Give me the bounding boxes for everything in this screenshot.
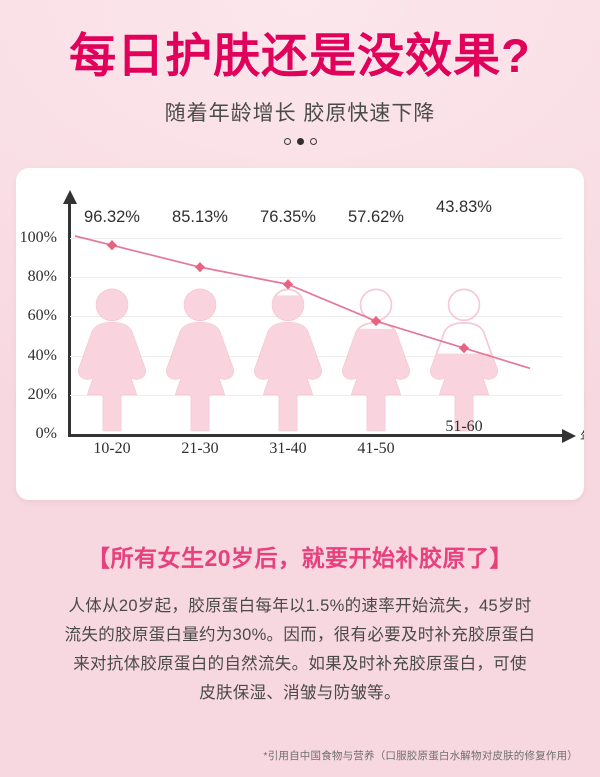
body-paragraph: 人体从20岁起，胶原蛋白每年以1.5%的速率开始流失，45岁时 流失的胶原蛋白量… — [0, 592, 600, 708]
paragraph-line: 皮肤保湿、消皱与防皱等。 — [199, 684, 401, 702]
woman-figure-bar — [421, 279, 507, 439]
x-axis-title: 年龄/岁 — [580, 426, 584, 445]
page-title: 每日护肤还是没效果? — [69, 29, 531, 82]
x-axis-tick-label: 10-20 — [93, 440, 131, 457]
y-axis-tick-label: 60% — [27, 307, 57, 325]
chart-plot-area: 100% 80% 60% 40% 20% 0% 96.32% 10-20 85.13% 21-30… — [16, 168, 584, 500]
carousel-dot-3[interactable] — [309, 138, 317, 146]
y-axis-tick-label: 40% — [27, 346, 57, 364]
y-axis-line — [68, 202, 71, 437]
x-axis-arrow-icon — [562, 428, 576, 443]
paragraph-line: 流失的胶原蛋白量约为30%。因而，很有必要及时补充胶原蛋白 — [64, 626, 536, 644]
data-value-label: 43.83% — [436, 198, 492, 216]
data-value-label: 85.13% — [172, 208, 228, 226]
woman-figure-bar — [333, 279, 419, 439]
y-axis-arrow-icon — [62, 190, 77, 204]
page-subtitle: 随着年龄增长 胶原快速下降 — [164, 102, 436, 125]
carousel-dot-1[interactable] — [283, 138, 291, 146]
source-footnote: *引用自中国食物与营养（口服胶原蛋白水解物对皮肤的修复作用） — [263, 750, 578, 762]
y-axis-tick-label: 80% — [27, 268, 57, 286]
carousel-dot-2[interactable] — [296, 138, 304, 146]
gridline — [70, 238, 562, 239]
section-headline: 【所有女生20岁后，就要开始补胶原了】 — [86, 545, 514, 571]
x-axis-line — [68, 434, 562, 437]
y-axis-tick-label: 0% — [35, 425, 57, 442]
paragraph-line: 人体从20岁起，胶原蛋白每年以1.5%的速率开始流失，45岁时 — [68, 597, 532, 615]
chart-card: 100% 80% 60% 40% 20% 0% 96.32% 10-20 85.13% 21-30… — [16, 168, 584, 500]
carousel-dots[interactable] — [0, 133, 600, 151]
data-value-label: 76.35% — [260, 208, 316, 226]
gridline — [70, 394, 562, 396]
x-axis-tick-label: 21-30 — [181, 440, 219, 457]
y-axis-tick-label: 100% — [19, 229, 57, 246]
woman-figure-bar — [69, 279, 155, 439]
x-axis-tick-label: 31-40 — [269, 440, 307, 457]
paragraph-line: 来对抗体胶原蛋白的自然流失。如果及时补充胶原蛋白，可使 — [73, 655, 527, 673]
woman-figure-bar — [245, 279, 331, 439]
x-axis-tick-label: 51-60 — [445, 418, 483, 435]
y-axis-tick-label: 20% — [27, 385, 57, 403]
data-value-label: 57.62% — [348, 208, 404, 226]
woman-figure-bar — [157, 279, 243, 439]
x-axis-tick-label: 41-50 — [357, 440, 395, 457]
data-value-label: 96.32% — [84, 208, 140, 226]
